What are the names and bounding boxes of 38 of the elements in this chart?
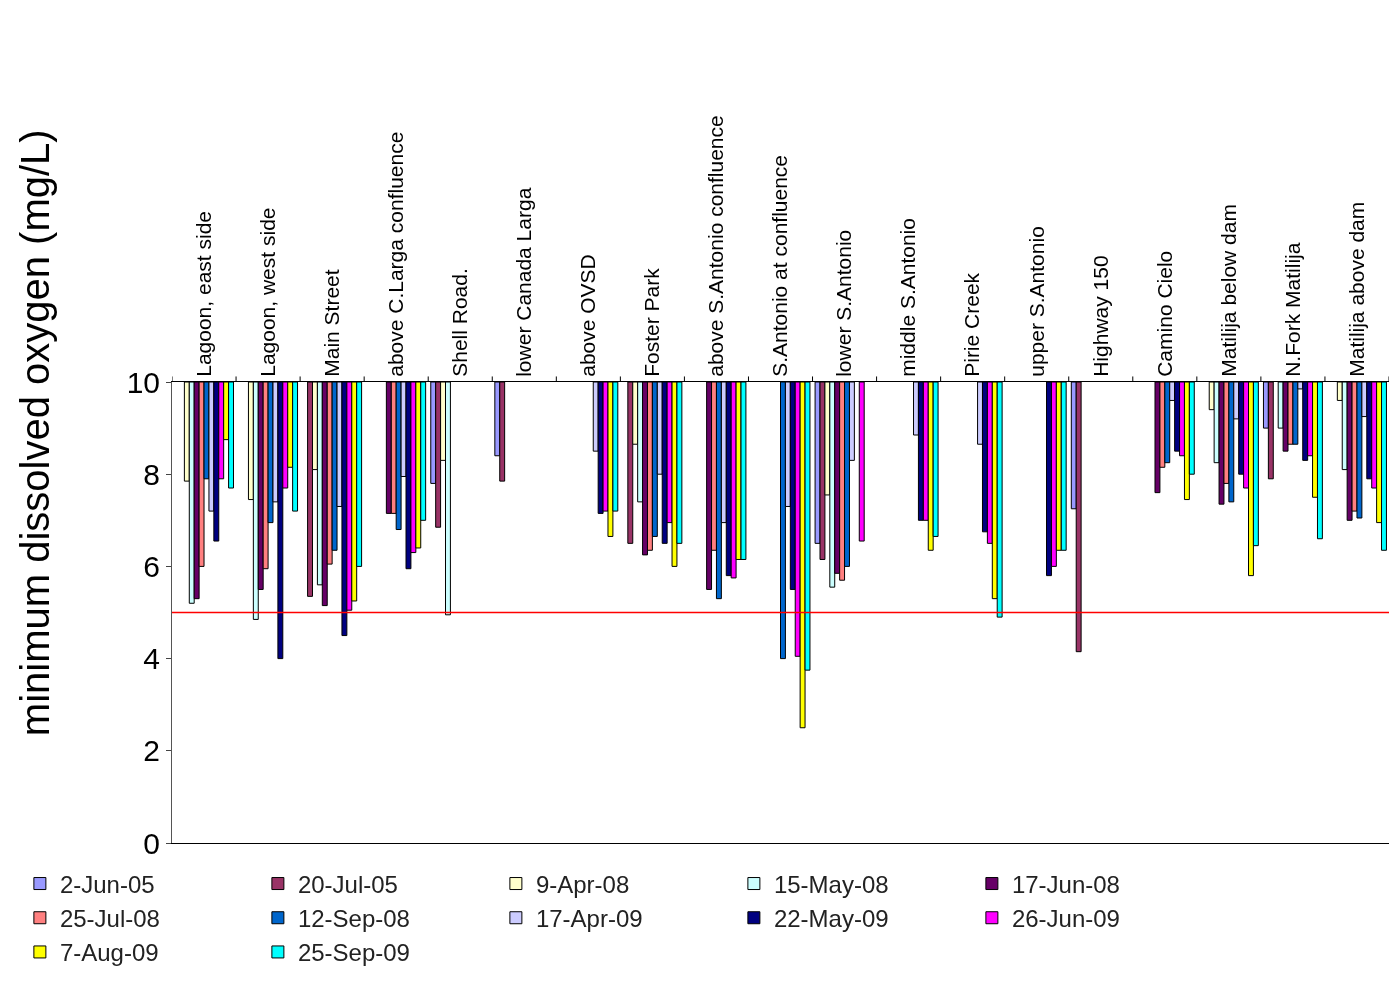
legend-label: 17-Apr-09 (535, 905, 643, 933)
x-tick-label: above C.Larga confluence (384, 131, 408, 377)
y-tick-label: 0 (143, 826, 160, 860)
x-tick-label: upper S.Antonio (1024, 226, 1048, 377)
x-tick-label: lower Canada Larga (512, 187, 536, 377)
y-tick-label: 10 (126, 365, 160, 399)
legend-label: 25-Jul-08 (59, 905, 160, 933)
legend-label: 17-Jun-08 (1011, 870, 1120, 898)
y-axis-title: minimum dissolved oxygen (mg/L) (12, 129, 57, 737)
legend-label: 9-Apr-08 (535, 870, 630, 898)
x-tick-label: Lagoon, west side (255, 207, 279, 377)
x-tick-label: Highway 150 (1088, 255, 1112, 377)
x-tick-label: above S.Antonio confluence (704, 115, 728, 377)
x-tick-label: N.Fork Matilija (1280, 242, 1304, 377)
x-tick-label: S.Antonio at confluence (768, 154, 792, 377)
legend-label: 2-Jun-05 (59, 870, 155, 898)
legend-label: 22-May-09 (773, 905, 889, 933)
x-tick-label: Pirie Creek (960, 272, 984, 377)
x-tick-label: Lagoon, east side (191, 211, 215, 377)
x-tick-label: Foster Park (640, 267, 664, 377)
legend-label: 12-Sep-08 (297, 905, 410, 933)
y-tick-label: 2 (143, 734, 160, 768)
x-tick-label: Main Street (319, 269, 343, 377)
legend-label: 20-Jul-05 (297, 870, 398, 898)
x-tick-label: Camino Cielo (1152, 250, 1176, 377)
legend-label: 15-May-08 (773, 870, 889, 898)
legend-label: 25-Sep-09 (297, 939, 410, 967)
x-tick-label: Matilija above dam (1344, 201, 1368, 377)
x-tick-label: middle S.Antonio (896, 218, 920, 377)
legend-label: 7-Aug-09 (59, 939, 159, 967)
y-tick-label: 4 (143, 642, 160, 676)
x-tick-label: lower S.Antonio (832, 229, 856, 377)
y-tick-label: 8 (143, 457, 160, 491)
x-tick-label: above OVSD (576, 254, 600, 377)
x-tick-label: Matilija below dam (1216, 204, 1240, 377)
x-tick-label: Shell Road. (448, 268, 472, 377)
legend-label: 26-Jun-09 (1011, 905, 1120, 933)
y-tick-label: 6 (143, 549, 160, 583)
